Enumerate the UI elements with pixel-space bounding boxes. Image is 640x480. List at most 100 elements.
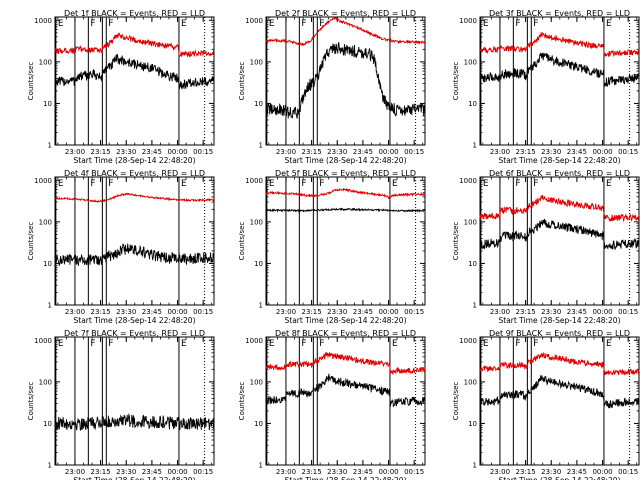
x-tick-label: 23:00 xyxy=(276,468,296,476)
detector-panel-2: Det 2f BLACK = Events, RED = LLD 1 10 100 10… xyxy=(238,9,426,165)
marker-label: F xyxy=(515,179,520,189)
detector-panel-9: Det 9f BLACK = Events, RED = LLD 1 10 100 10… xyxy=(452,329,640,480)
detector-panel-8: Det 8f BLACK = Events, RED = LLD 1 10 100 10… xyxy=(238,329,426,480)
y-tick-label: 1 xyxy=(259,142,263,150)
marker-label: E xyxy=(606,19,612,29)
detector-panel-3: Det 3f BLACK = Events, RED = LLD 1 10 100 10… xyxy=(452,9,640,165)
x-tick-label: 00:15 xyxy=(193,148,213,156)
y-axis-label: Counts/sec xyxy=(452,222,460,261)
marker-label: F xyxy=(515,19,520,29)
x-tick-label: 23:30 xyxy=(116,468,136,476)
x-tick-label: 23:30 xyxy=(541,468,561,476)
y-tick-label: 100 xyxy=(250,218,263,226)
y-tick-label: 1 xyxy=(48,462,52,470)
panel-title: Det 5f BLACK = Events, RED = LLD xyxy=(275,169,416,178)
y-tick-label: 1000 xyxy=(245,177,263,185)
x-axis-label: Start Time (28-Sep-14 22:48:20) xyxy=(285,156,407,165)
detector-panel-1: Det 1f BLACK = Events, RED = LLD 1 10 100 10… xyxy=(27,9,215,165)
x-tick-label: 23:30 xyxy=(327,148,347,156)
marker-label: F xyxy=(533,339,538,349)
y-tick-label: 1 xyxy=(473,302,477,310)
x-tick-label: 23:45 xyxy=(567,468,587,476)
x-tick-label: 00:15 xyxy=(193,468,213,476)
x-axis-label: Start Time (28-Sep-14 22:48:20) xyxy=(499,316,621,325)
marker-label: E xyxy=(269,339,275,349)
series-events-line xyxy=(265,373,426,407)
y-tick-label: 1 xyxy=(473,142,477,150)
series-events-line xyxy=(479,375,640,409)
x-tick-label: 23:30 xyxy=(541,148,561,156)
marker-label: F xyxy=(301,19,306,29)
x-axis-label: Start Time (28-Sep-14 22:48:20) xyxy=(74,476,196,480)
y-tick-label: 1000 xyxy=(459,17,477,25)
y-tick-label: 1000 xyxy=(34,177,52,185)
x-axis-label: Start Time (28-Sep-14 22:48:20) xyxy=(74,316,196,325)
marker-label: F xyxy=(319,179,324,189)
x-tick-label: 23:45 xyxy=(353,468,373,476)
y-tick-label: 100 xyxy=(250,378,263,386)
series-events-line xyxy=(54,53,215,90)
x-tick-label: 23:15 xyxy=(91,468,111,476)
marker-label: F xyxy=(319,19,324,29)
panel-title: Det 2f BLACK = Events, RED = LLD xyxy=(275,9,416,18)
series-lld-line xyxy=(265,16,426,47)
x-tick-label: 23:30 xyxy=(116,308,136,316)
series-lld-line xyxy=(479,194,640,223)
x-tick-label: 23:00 xyxy=(490,148,510,156)
x-tick-label: 00:00 xyxy=(167,468,187,476)
x-tick-label: 00:15 xyxy=(404,468,424,476)
x-tick-label: 23:30 xyxy=(327,308,347,316)
series-events-line xyxy=(55,413,215,432)
panel-title: Det 9f BLACK = Events, RED = LLD xyxy=(489,329,630,338)
y-tick-label: 100 xyxy=(39,378,52,386)
marker-label: F xyxy=(319,339,324,349)
panel-title: Det 3f BLACK = Events, RED = LLD xyxy=(489,9,630,18)
x-tick-label: 23:00 xyxy=(65,468,85,476)
x-tick-label: 23:00 xyxy=(276,148,296,156)
y-tick-label: 100 xyxy=(250,58,263,66)
series-events-line xyxy=(54,243,215,268)
y-tick-label: 1 xyxy=(259,302,263,310)
y-tick-label: 100 xyxy=(39,58,52,66)
marker-label: F xyxy=(108,19,113,29)
y-tick-label: 10 xyxy=(43,420,52,428)
y-tick-label: 10 xyxy=(254,100,263,108)
y-axis-label: Counts/sec xyxy=(452,382,460,421)
marker-label: E xyxy=(392,339,398,349)
panel-title: Det 1f BLACK = Events, RED = LLD xyxy=(64,9,205,18)
x-tick-label: 23:15 xyxy=(516,308,536,316)
series-events-line xyxy=(479,52,640,88)
series-lld-line xyxy=(479,31,640,58)
marker-label: F xyxy=(90,179,95,189)
y-tick-label: 100 xyxy=(464,378,477,386)
x-tick-label: 23:00 xyxy=(276,308,296,316)
x-tick-label: 23:30 xyxy=(327,468,347,476)
x-axis-label: Start Time (28-Sep-14 22:48:20) xyxy=(499,156,621,165)
y-axis-label: Counts/sec xyxy=(27,222,35,261)
y-axis-label: Counts/sec xyxy=(238,382,246,421)
y-axis-label: Counts/sec xyxy=(238,62,246,101)
marker-label: E xyxy=(483,19,489,29)
marker-label: F xyxy=(301,339,306,349)
x-tick-label: 00:00 xyxy=(592,468,612,476)
marker-label: F xyxy=(108,179,113,189)
x-tick-label: 00:15 xyxy=(404,148,424,156)
marker-label: E xyxy=(483,339,489,349)
x-tick-label: 23:30 xyxy=(541,308,561,316)
y-tick-label: 10 xyxy=(468,260,477,268)
panel-title: Det 7f BLACK = Events, RED = LLD xyxy=(64,329,205,338)
marker-label: E xyxy=(269,19,275,29)
y-tick-label: 1000 xyxy=(245,337,263,345)
detector-panel-6: Det 6f BLACK = Events, RED = LLD 1 10 100 10… xyxy=(452,169,640,325)
marker-label: E xyxy=(181,19,187,29)
series-lld-line xyxy=(265,352,426,375)
marker-label: F xyxy=(301,179,306,189)
x-tick-label: 00:15 xyxy=(404,308,424,316)
y-tick-label: 1000 xyxy=(459,337,477,345)
marker-label: F xyxy=(90,19,95,29)
y-tick-label: 10 xyxy=(468,100,477,108)
x-tick-label: 00:15 xyxy=(193,308,213,316)
panel-title: Det 8f BLACK = Events, RED = LLD xyxy=(275,329,416,338)
x-tick-label: 00:00 xyxy=(378,148,398,156)
series-events-line xyxy=(479,218,640,250)
